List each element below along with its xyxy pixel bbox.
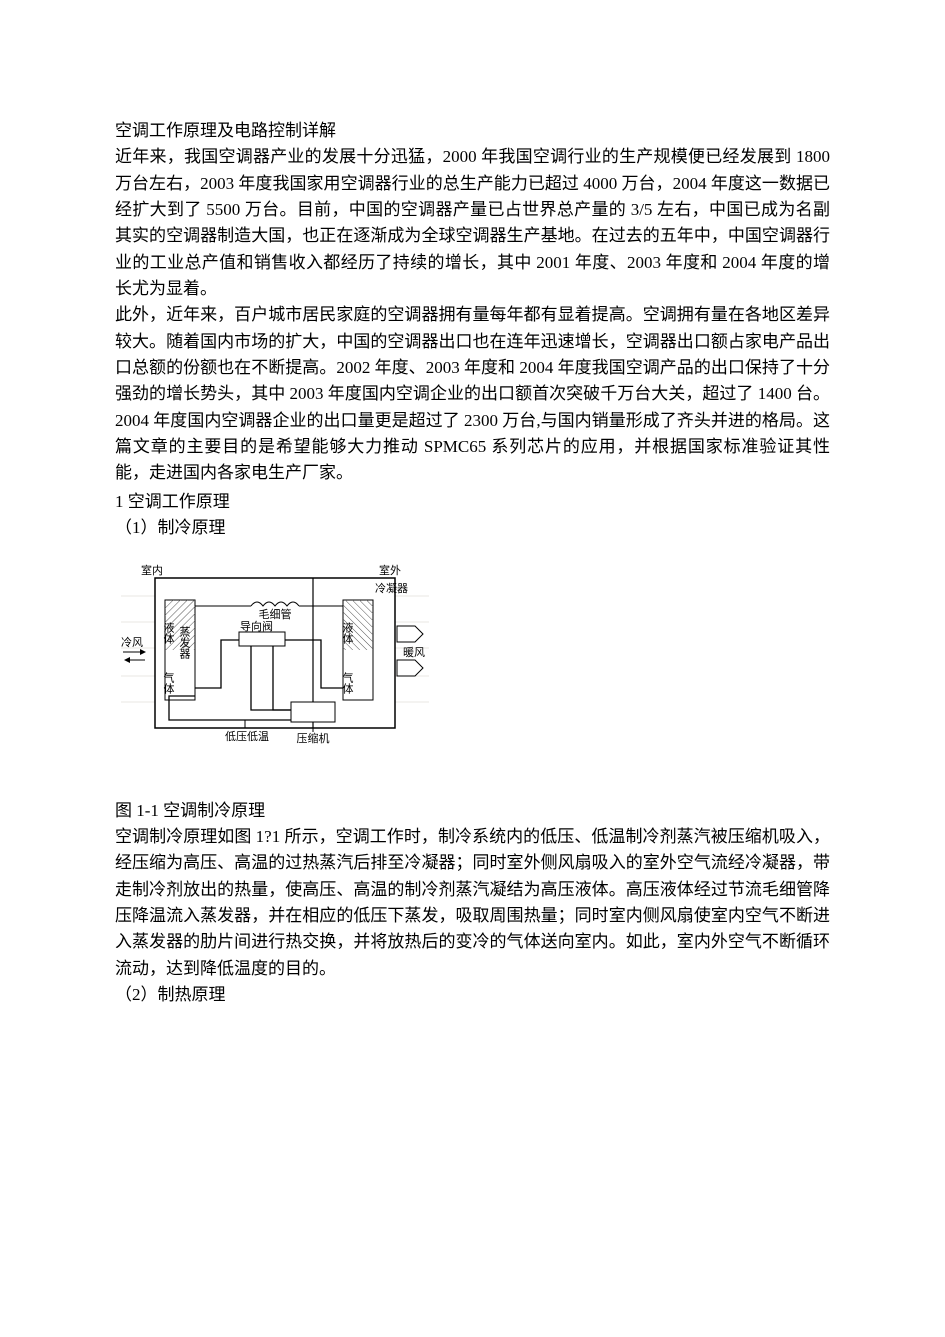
document-title: 空调工作原理及电路控制详解 [115, 118, 830, 144]
label-warm-wind: 暖风 [403, 646, 425, 659]
paragraph-intro-1: 近年来，我国空调器产业的发展十分迅猛，2000 年我国空调行业的生产规模便已经发… [115, 144, 830, 302]
cooling-principle-svg: 室内 室外 冷凝器 冷风 暖风 液体 气体 蒸发器 [121, 560, 429, 760]
label-capillary: 毛细管 [259, 607, 292, 621]
subsection-1-2: （2）制热原理 [115, 982, 830, 1008]
paragraph-intro-2: 此外，近年来，百户城市居民家庭的空调器拥有量每年都有显着提高。空调拥有量在各地区… [115, 302, 830, 486]
label-gas-right: 气体 [341, 670, 354, 693]
label-evaporator: 蒸发器 [178, 625, 191, 659]
label-low-pressure: 低压低温 [225, 730, 269, 743]
paragraph-cooling: 空调制冷原理如图 1?1 所示，空调工作时，制冷系统内的低压、低温制冷剂蒸汽被压… [115, 824, 830, 982]
label-compressor: 压缩机 [297, 731, 330, 745]
figure-1-1-caption: 图 1-1 空调制冷原理 [115, 798, 830, 824]
label-outdoor: 室外 [379, 563, 401, 577]
document-page: 空调工作原理及电路控制详解 近年来，我国空调器产业的发展十分迅猛，2000 年我… [0, 0, 945, 1088]
label-gas-left: 气体 [162, 670, 175, 693]
label-valve: 导向阀 [240, 619, 273, 633]
label-liquid-left: 液体 [162, 620, 175, 643]
label-indoor: 室内 [141, 563, 163, 577]
figure-1-1-diagram: 室内 室外 冷凝器 冷风 暖风 液体 气体 蒸发器 [121, 560, 830, 760]
subsection-1-1: （1）制冷原理 [115, 515, 830, 541]
label-cold-wind: 冷风 [121, 636, 143, 649]
label-condenser: 冷凝器 [375, 581, 408, 595]
label-liquid-right: 液体 [341, 620, 354, 643]
condenser-block: 液体 气体 [341, 600, 373, 700]
compressor-block [291, 702, 335, 722]
section-1-heading: 1 空调工作原理 [115, 489, 830, 515]
evaporator-block: 液体 气体 蒸发器 [162, 600, 195, 700]
